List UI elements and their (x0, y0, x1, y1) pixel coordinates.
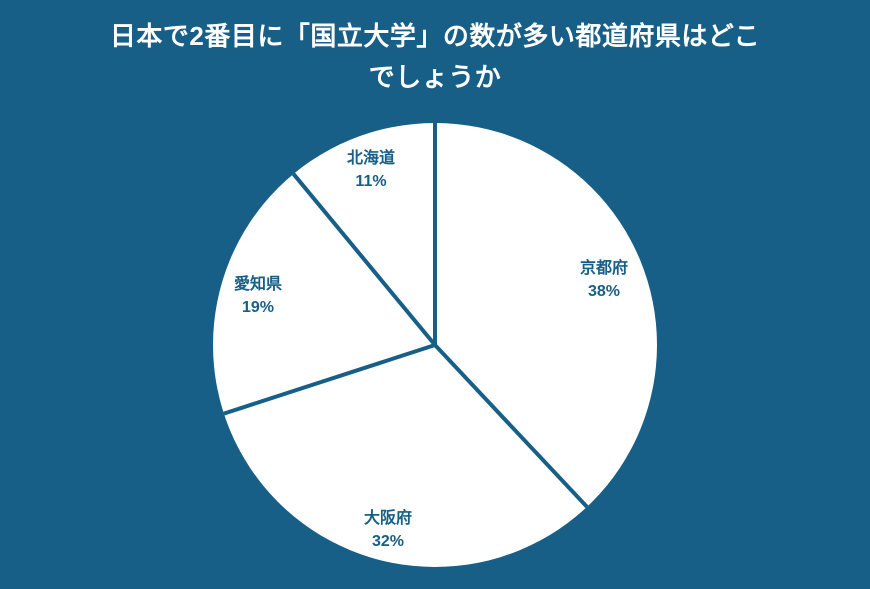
page-title: 日本で2番目に「国立大学」の数が多い都道府県はどこ でしょうか (0, 16, 870, 98)
slice-percentage: 38% (587, 283, 621, 300)
slice-name: 大阪府 (363, 510, 413, 527)
pie-chart (213, 123, 657, 567)
slice-percentage: 19% (241, 299, 275, 316)
slice-percentage: 11% (355, 173, 387, 190)
slice-name: 京都府 (579, 260, 629, 277)
slice-label-hokkaido: 北海道 11% (347, 147, 395, 193)
slice-label-kyotofu: 京都府 38% (580, 257, 628, 303)
slice-name: 愛知県 (233, 276, 283, 293)
slice-label-osakafu: 大阪府 32% (364, 507, 412, 553)
pie-slice-dividers (223, 123, 589, 509)
page-title-line2: でしょうか (368, 62, 502, 92)
page-title-line1: 日本で2番目に「国立大学」の数が多い都道府県はどこ (109, 21, 761, 51)
slice-percentage: 32% (371, 533, 405, 550)
slice-label-aichiken: 愛知県 19% (234, 273, 282, 319)
slice-name: 北海道 (346, 150, 396, 167)
